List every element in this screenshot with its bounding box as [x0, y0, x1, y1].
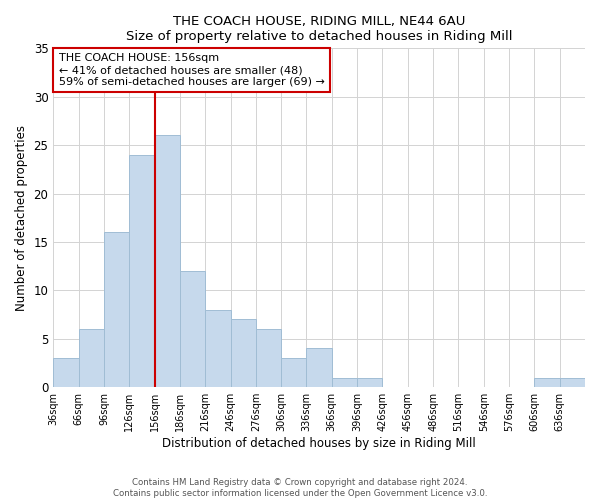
- Bar: [155, 136, 180, 387]
- Title: THE COACH HOUSE, RIDING MILL, NE44 6AU
Size of property relative to detached hou: THE COACH HOUSE, RIDING MILL, NE44 6AU S…: [126, 15, 512, 43]
- Y-axis label: Number of detached properties: Number of detached properties: [15, 125, 28, 311]
- Bar: [281, 358, 307, 387]
- Bar: [256, 329, 281, 387]
- Bar: [230, 320, 256, 387]
- Text: THE COACH HOUSE: 156sqm
← 41% of detached houses are smaller (48)
59% of semi-de: THE COACH HOUSE: 156sqm ← 41% of detache…: [59, 54, 325, 86]
- X-axis label: Distribution of detached houses by size in Riding Mill: Distribution of detached houses by size …: [162, 437, 476, 450]
- Bar: [104, 232, 129, 387]
- Bar: [535, 378, 560, 387]
- Bar: [205, 310, 230, 387]
- Bar: [79, 329, 104, 387]
- Bar: [53, 358, 79, 387]
- Text: Contains HM Land Registry data © Crown copyright and database right 2024.
Contai: Contains HM Land Registry data © Crown c…: [113, 478, 487, 498]
- Bar: [307, 348, 332, 387]
- Bar: [180, 271, 205, 387]
- Bar: [560, 378, 585, 387]
- Bar: [357, 378, 382, 387]
- Bar: [129, 155, 155, 387]
- Bar: [332, 378, 357, 387]
